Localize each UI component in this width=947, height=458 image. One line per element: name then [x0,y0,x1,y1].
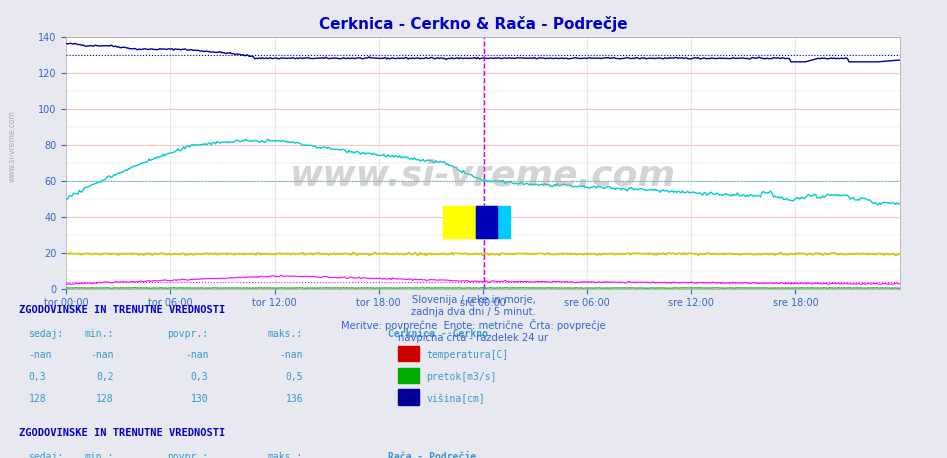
Bar [476,206,497,238]
Text: -nan: -nan [90,350,114,360]
Text: 136: 136 [285,394,303,404]
Text: -nan: -nan [185,350,208,360]
Text: temperatura[C]: temperatura[C] [426,350,509,360]
Text: 128: 128 [28,394,46,404]
Bar [476,206,509,238]
Text: Rača - Podrečje: Rača - Podrečje [388,451,476,458]
Text: Cerknica - Cerkno: Cerknica - Cerkno [388,328,488,338]
Text: pretok[m3/s]: pretok[m3/s] [426,372,496,382]
Text: 128: 128 [96,394,114,404]
Text: višina[cm]: višina[cm] [426,393,485,404]
Text: 0,2: 0,2 [96,372,114,382]
Text: ZGODOVINSKE IN TRENUTNE VREDNOSTI: ZGODOVINSKE IN TRENUTNE VREDNOSTI [19,305,225,315]
Text: www.si-vreme.com: www.si-vreme.com [290,158,676,192]
Bar [398,389,419,405]
Text: min.:: min.: [84,452,114,458]
Text: sedaj:: sedaj: [28,328,63,338]
Text: min.:: min.: [84,328,114,338]
Text: 0,5: 0,5 [285,372,303,382]
Text: sedaj:: sedaj: [28,452,63,458]
Text: 0,3: 0,3 [28,372,46,382]
Text: Slovenija / reke in morje,
zadnja dva dni / 5 minut.
Meritve: povprečne  Enote: : Slovenija / reke in morje, zadnja dva dn… [341,295,606,343]
Text: 130: 130 [190,394,208,404]
Text: povpr.:: povpr.: [168,328,208,338]
Bar [443,206,484,238]
Text: maks.:: maks.: [268,452,303,458]
Text: -nan: -nan [279,350,303,360]
Bar [398,368,419,383]
Bar [398,346,419,361]
Text: www.si-vreme.com: www.si-vreme.com [8,111,17,182]
Text: 0,3: 0,3 [190,372,208,382]
Text: maks.:: maks.: [268,328,303,338]
Text: Cerknica - Cerkno & Rača - Podrečje: Cerknica - Cerkno & Rača - Podrečje [319,16,628,32]
Text: povpr.:: povpr.: [168,452,208,458]
Text: -nan: -nan [28,350,52,360]
Text: ZGODOVINSKE IN TRENUTNE VREDNOSTI: ZGODOVINSKE IN TRENUTNE VREDNOSTI [19,428,225,438]
